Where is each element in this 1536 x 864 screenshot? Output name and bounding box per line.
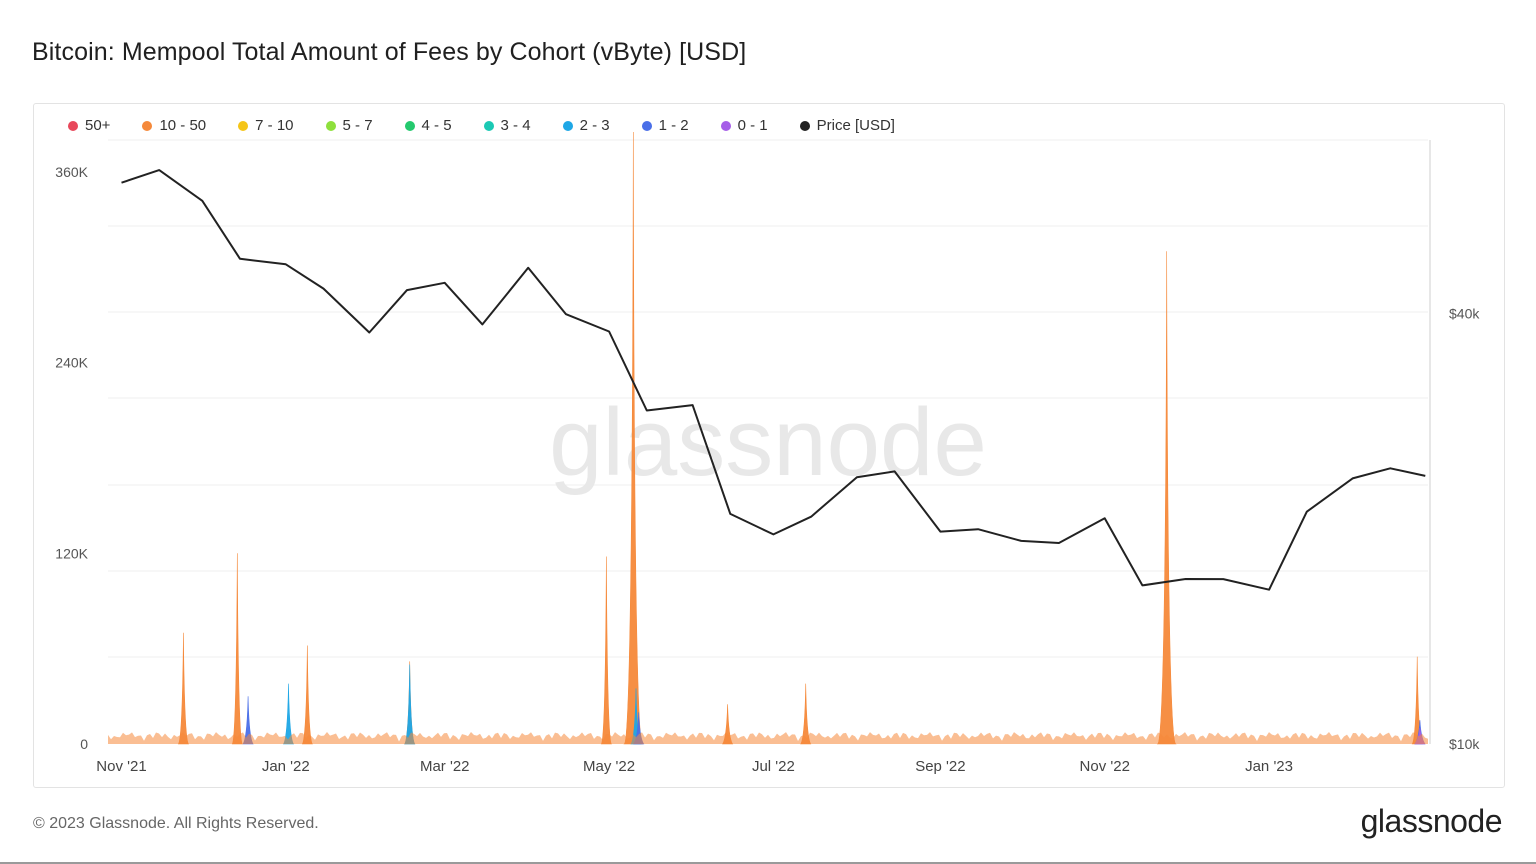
legend-item-7-10[interactable]: 7 - 10 — [238, 117, 294, 134]
legend-label: 7 - 10 — [255, 117, 294, 134]
y-right-tick-label: $10k — [1449, 736, 1480, 752]
glassnode-logo: glassnode — [1360, 803, 1503, 839]
legend-item-4-5[interactable]: 4 - 5 — [404, 117, 452, 134]
legend-dot — [483, 120, 494, 131]
copyright-text: © 2023 Glassnode. All Rights Reserved. — [33, 815, 319, 832]
legend-label: 1 - 2 — [658, 117, 689, 134]
fee-spike — [177, 632, 189, 745]
y-left-tick-label: 360K — [55, 164, 88, 180]
bottom-divider — [0, 862, 1536, 864]
fee-spike — [623, 132, 644, 745]
legend-item-50plus[interactable]: 50+ — [68, 117, 110, 134]
chart-title: Bitcoin: Mempool Total Amount of Fees by… — [32, 38, 747, 66]
legend-dot — [562, 120, 573, 131]
x-tick-label: Jul '22 — [752, 758, 795, 775]
legend-dot — [799, 120, 810, 131]
legend-label: 50+ — [85, 117, 111, 134]
legend-label: 3 - 4 — [500, 117, 531, 134]
legend-item-5-7[interactable]: 5 - 7 — [325, 117, 373, 134]
legend-item-1-2[interactable]: 1 - 2 — [641, 117, 689, 134]
x-tick-label: Jan '23 — [1245, 758, 1293, 775]
chart-panel — [33, 103, 1505, 788]
legend: 50+ 10 - 50 7 - 10 5 - 7 4 - 5 3 - 4 2 -… — [68, 117, 927, 134]
legend-item-0-1[interactable]: 0 - 1 — [720, 117, 768, 134]
x-tick-label: Mar '22 — [420, 758, 470, 775]
x-tick-label: Nov '22 — [1080, 758, 1130, 775]
y-left-tick-label: 240K — [55, 355, 88, 371]
watermark: glassnode — [549, 389, 987, 496]
price-line — [121, 169, 1426, 591]
y-right-tick-label: $40k — [1449, 306, 1480, 322]
legend-dot — [641, 120, 652, 131]
legend-item-2-3[interactable]: 2 - 3 — [562, 117, 610, 134]
fee-baseline-band — [108, 732, 1428, 744]
legend-label: 5 - 7 — [342, 117, 373, 134]
x-tick-label: Sep '22 — [915, 758, 965, 775]
legend-label: 2 - 3 — [579, 117, 610, 134]
fee-spike — [301, 645, 313, 745]
legend-label: 4 - 5 — [421, 117, 452, 134]
legend-item-3-4[interactable]: 3 - 4 — [483, 117, 531, 134]
legend-dot — [720, 120, 731, 131]
legend-dot — [238, 120, 249, 131]
fee-spike — [231, 553, 243, 745]
x-tick-label: Jan '22 — [262, 758, 310, 775]
legend-dot — [68, 120, 78, 131]
legend-dot — [325, 120, 336, 131]
legend-label: Price [USD] — [816, 117, 895, 134]
legend-dot — [142, 120, 153, 131]
legend-label: 0 - 1 — [737, 117, 768, 134]
fee-spike — [404, 664, 416, 745]
y-left-tick-label: 0 — [80, 736, 88, 752]
legend-dot — [404, 120, 415, 131]
x-tick-label: Nov '21 — [96, 758, 146, 775]
fee-spike — [600, 556, 612, 745]
legend-item-price[interactable]: Price [USD] — [799, 117, 895, 134]
x-tick-label: May '22 — [583, 758, 635, 775]
fee-spike — [1156, 251, 1177, 745]
y-left-tick-label: 120K — [55, 545, 88, 561]
legend-label: 10 - 50 — [159, 117, 207, 134]
legend-item-10-50[interactable]: 10 - 50 — [142, 117, 206, 134]
